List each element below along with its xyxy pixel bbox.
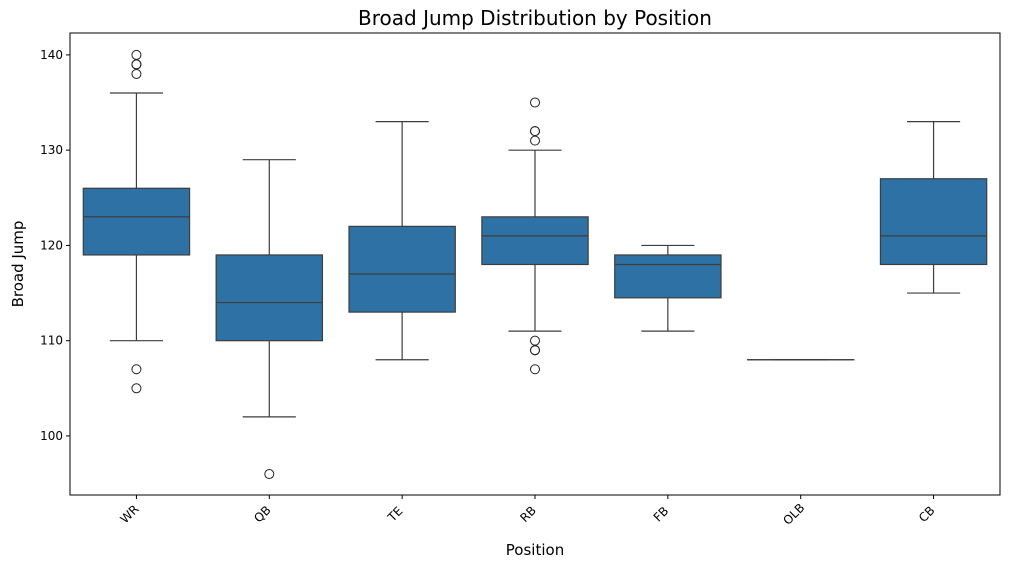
outlier-point: [131, 364, 142, 375]
box-rb: [481, 97, 589, 375]
outlier-point: [530, 97, 540, 108]
x-axis-label: Position: [506, 541, 564, 559]
iqr-box: [614, 254, 722, 299]
outlier-point: [530, 135, 540, 146]
axes: WR QB TE RB FB OLB CB 100 110 120 130 140: [40, 48, 937, 528]
iqr-box: [879, 178, 988, 266]
box-fb: [614, 244, 722, 332]
iqr-box: [348, 225, 456, 313]
x-tick-label: CB: [916, 503, 938, 525]
box-te: [348, 120, 456, 361]
y-axis-label: Broad Jump: [9, 221, 27, 308]
outlier-point: [131, 68, 142, 79]
y-tick-label: 120: [40, 238, 63, 252]
outlier-point: [530, 364, 540, 375]
outlier-point: [131, 59, 142, 70]
outlier-point: [131, 49, 142, 60]
x-tick-label: QB: [251, 503, 273, 525]
x-tick-label: TE: [384, 504, 405, 525]
y-tick-label: 110: [40, 334, 63, 348]
outlier-point: [530, 126, 540, 137]
chart-title: Broad Jump Distribution by Position: [358, 6, 712, 30]
outlier-point: [131, 383, 142, 394]
iqr-box: [82, 187, 191, 256]
x-tick-label: RB: [517, 503, 539, 525]
plot-area: [82, 49, 988, 480]
x-tick-label: FB: [651, 504, 672, 525]
y-tick-label: 140: [40, 48, 63, 62]
outlier-point: [530, 335, 540, 346]
box-qb: [215, 159, 324, 480]
box-cb: [879, 120, 988, 294]
y-tick-label: 130: [40, 143, 63, 157]
x-tick-label: WR: [118, 502, 142, 526]
iqr-box: [215, 254, 324, 342]
outlier-point: [264, 469, 275, 480]
iqr-box: [481, 216, 589, 266]
box-wr: [82, 49, 191, 394]
outlier-point: [530, 345, 540, 356]
x-tick-label: OLB: [780, 501, 807, 528]
y-tick-label: 100: [40, 429, 63, 443]
